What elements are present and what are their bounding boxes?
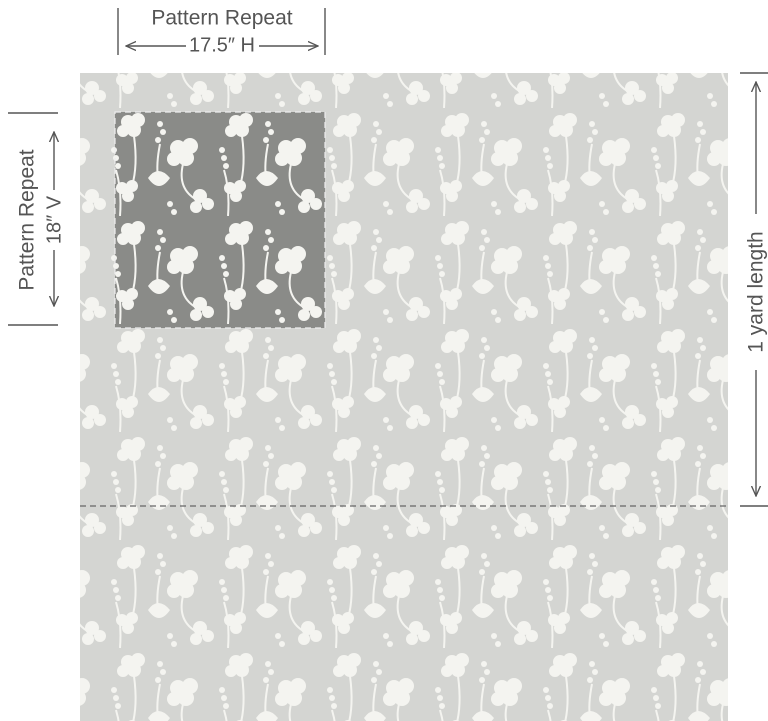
- top-title: Pattern Repeat: [151, 7, 292, 30]
- repeat-pattern: [114, 111, 326, 329]
- right-label: 1 yard length: [745, 231, 768, 352]
- left-measure: 18″ V: [43, 195, 65, 244]
- left-title: Pattern Repeat: [16, 149, 39, 290]
- top-measure: 17.5″ H: [189, 34, 255, 56]
